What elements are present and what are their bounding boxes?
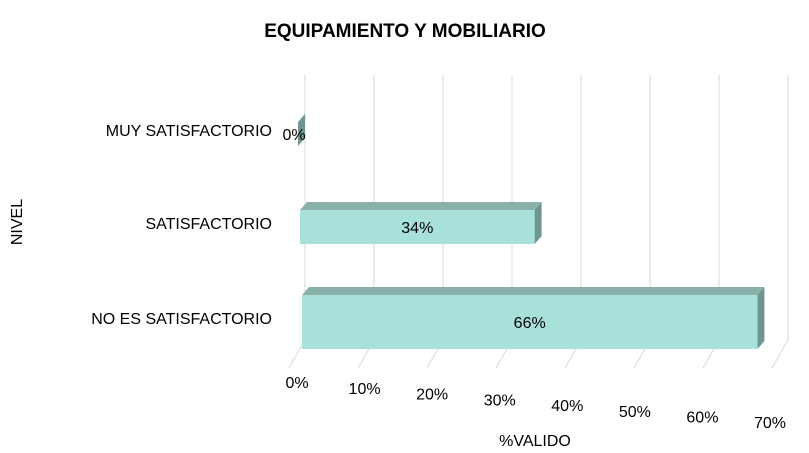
bar-top xyxy=(302,287,765,295)
x-tick-label: 10% xyxy=(349,381,381,398)
x-axis-label: %VALIDO xyxy=(499,433,571,450)
x-tick-label: 40% xyxy=(551,398,583,415)
bar-front xyxy=(302,295,758,349)
x-tick-label: 0% xyxy=(285,375,308,392)
value-label: 66% xyxy=(514,315,546,332)
y-axis-label: NIVEL xyxy=(9,199,26,245)
bar xyxy=(302,287,765,349)
bar-front xyxy=(300,210,535,244)
x-tick-label: 50% xyxy=(619,404,651,421)
category-label: MUY SATISFACTORIO xyxy=(106,123,272,140)
value-label: 34% xyxy=(401,220,433,237)
bar xyxy=(300,202,542,244)
category-label: SATISFACTORIO xyxy=(145,216,272,233)
bar-side xyxy=(757,287,765,349)
floor-line xyxy=(771,339,789,369)
category-label: NO ES SATISFACTORIO xyxy=(91,311,272,328)
bar-side xyxy=(298,114,305,146)
bar-side xyxy=(534,202,542,244)
x-tick-label: 20% xyxy=(416,387,448,404)
bar xyxy=(298,114,305,146)
x-tick-label: 60% xyxy=(686,410,718,427)
value-label: 0% xyxy=(282,127,305,144)
chart-title: EQUIPAMIENTO Y MOBILIARIO xyxy=(264,21,546,42)
bar-top xyxy=(300,202,542,210)
x-tick-label: 30% xyxy=(484,392,516,409)
x-tick-label: 70% xyxy=(754,415,786,432)
